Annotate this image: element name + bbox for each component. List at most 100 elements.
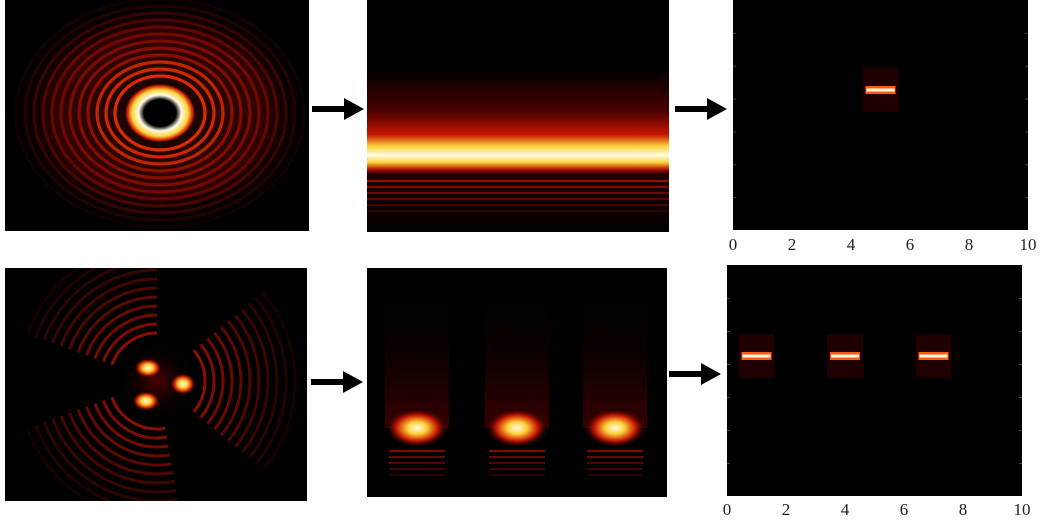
bottom-right-arrow-icon-2	[669, 363, 721, 385]
lobe-fringe	[213, 331, 234, 431]
lobe-fringe	[59, 277, 158, 347]
spot-fringe-line	[587, 468, 643, 470]
frame-tick	[727, 463, 730, 464]
lobe-fringe	[34, 268, 99, 338]
lobe-fringe	[93, 313, 158, 359]
lobe-fringe	[85, 304, 158, 356]
frame-tick	[1025, 32, 1028, 34]
lobe-fringe	[220, 326, 243, 436]
peaks-plot-graphic	[727, 265, 1022, 496]
band-fringe-line	[367, 186, 669, 188]
lobe-fringe	[240, 308, 270, 454]
frame-tick	[733, 98, 736, 100]
band-fringe-line	[367, 192, 669, 194]
spot-fringe-line	[389, 450, 445, 452]
frame-tick	[1019, 364, 1022, 365]
lobe-pattern-graphic	[5, 268, 307, 501]
lobe-fringe	[206, 337, 225, 425]
peak-line	[742, 354, 771, 358]
spot-fringe-line	[489, 462, 545, 464]
peak-line	[831, 354, 859, 358]
band-fringe-line	[367, 180, 669, 182]
ring-fringe	[86, 53, 234, 173]
frame-tick	[727, 331, 730, 332]
spot-fringe-line	[489, 456, 545, 458]
ring-fringe	[77, 46, 243, 180]
band-fringe-line	[367, 204, 669, 206]
lobe-fringe	[76, 295, 158, 353]
ring-fringe	[50, 25, 270, 201]
lobe-fringe	[192, 349, 207, 413]
frame-tick	[733, 131, 736, 133]
lobe-fringe	[42, 268, 122, 341]
lobe-fringe	[25, 268, 81, 335]
top-transformed-band-panel	[367, 0, 669, 232]
frame-tick	[1019, 430, 1022, 431]
frame-tick	[1019, 331, 1022, 332]
lobe-fringe	[42, 421, 179, 501]
ring-fringe	[23, 4, 297, 222]
lobe-fringe	[261, 291, 297, 471]
lobe-fringe	[76, 409, 172, 467]
spot-fringe-line	[587, 474, 643, 476]
band-fringe-line	[367, 198, 669, 200]
frame-tick	[727, 298, 730, 299]
lobe-fringe	[51, 268, 158, 344]
x-tick-label: 4	[846, 235, 856, 254]
spot-fringe-line	[489, 468, 545, 470]
lobe-fringe	[93, 403, 169, 449]
x-tick-label: 0	[722, 500, 732, 519]
x-tick-label: 8	[964, 235, 974, 254]
frame-tick	[1019, 463, 1022, 464]
frame-tick	[1025, 98, 1028, 100]
spot-fringe-line	[587, 450, 643, 452]
lobe-fringe	[25, 427, 93, 501]
frame-tick	[1025, 131, 1028, 133]
frame-tick	[727, 430, 730, 431]
ring-fringe	[68, 39, 252, 187]
spot-tail	[385, 288, 449, 428]
frame-tick	[1025, 164, 1028, 166]
frame-tick	[733, 65, 736, 67]
peak-plot-graphic	[733, 0, 1028, 230]
bottom-right-arrow-icon-1	[311, 371, 363, 393]
x-tick-label: 4	[840, 500, 850, 519]
spot-fringe-line	[489, 474, 545, 476]
lobe-fringe	[110, 396, 166, 431]
lobe-fringe	[59, 415, 175, 485]
top-input-ring-panel	[5, 0, 309, 231]
x-tick-label: 2	[781, 500, 791, 519]
x-tick-label: 2	[787, 235, 797, 254]
lobe-fringe	[199, 343, 216, 419]
spot-band-graphic	[367, 268, 667, 497]
spot-fringe-line	[489, 450, 545, 452]
ring-fringe	[32, 11, 288, 215]
ring-fringe	[59, 32, 261, 194]
lobe-fringe	[110, 331, 158, 366]
bottom-transformed-spots-panel	[367, 268, 667, 497]
bright-spot	[485, 408, 549, 448]
ring-fringe	[95, 60, 225, 166]
frame-tick	[727, 364, 730, 365]
frame-tick	[727, 397, 730, 398]
x-tick-label: 6	[905, 235, 915, 254]
frame-tick	[1025, 65, 1028, 67]
lobe-fringe	[34, 424, 115, 501]
top-right-arrow-icon-1	[312, 98, 364, 120]
lobe-fringe	[102, 322, 158, 363]
band-fringe-line	[367, 210, 669, 212]
spot-fringe-line	[389, 462, 445, 464]
x-tick-label: 0	[728, 235, 738, 254]
bottom-output-peaks-panel	[727, 265, 1022, 496]
x-tick-label: 10	[1013, 500, 1031, 519]
frame-tick	[733, 32, 736, 34]
frame-tick	[1019, 397, 1022, 398]
frame-tick	[1019, 298, 1022, 299]
ring-fringe	[41, 18, 279, 208]
spot-fringe-line	[389, 474, 445, 476]
peak-line	[919, 354, 948, 358]
lobe-fringe	[233, 314, 261, 448]
x-tick-label: 6	[899, 500, 909, 519]
bottom-output-x-axis: 0 2 4 6 8 10	[723, 500, 1031, 520]
x-tick-label: 8	[958, 500, 968, 519]
